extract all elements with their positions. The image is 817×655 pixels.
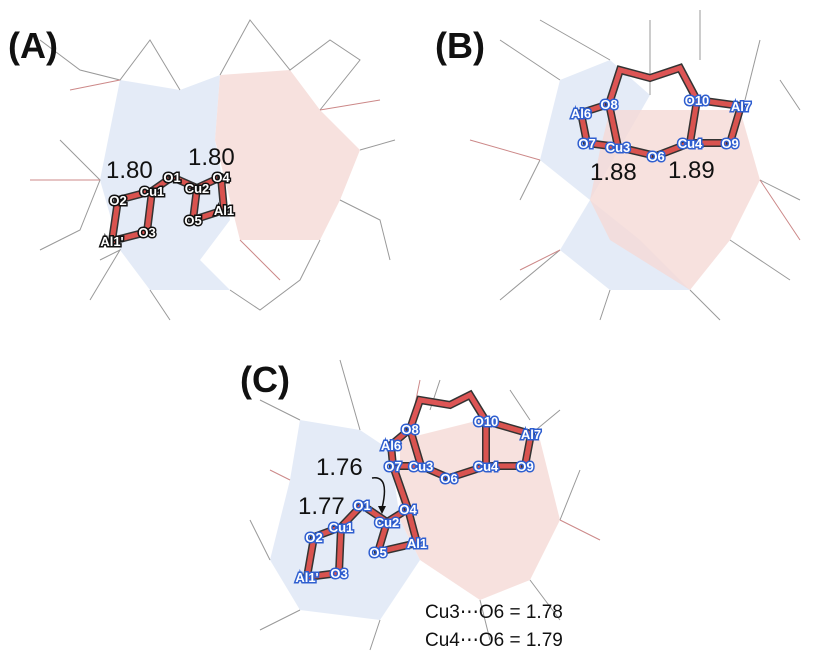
atom-label: O6 xyxy=(440,471,457,486)
atom-label: O2 xyxy=(305,530,322,545)
distance-label: 1.77 xyxy=(298,493,345,520)
atom-label: Cu1 xyxy=(329,520,354,535)
distance-label: 1.76 xyxy=(316,454,363,481)
atom-label: O6 xyxy=(647,149,664,164)
atom-label: Cu1 xyxy=(140,184,165,199)
panel-label: (A) xyxy=(8,25,58,66)
atom-label: O8 xyxy=(600,97,617,112)
note: Cu3⋯O6 = 1.78 xyxy=(425,602,563,623)
atom-label: O10 xyxy=(474,414,499,429)
figure: (A) (B) (C) 1.80 1.80 1.88 1.89 1.76 1.7… xyxy=(0,0,817,655)
atom-label: O4 xyxy=(212,170,230,185)
distance-label: 1.80 xyxy=(188,144,235,171)
panel-label: (B) xyxy=(435,25,485,66)
atom-label: O8 xyxy=(401,422,418,437)
atom-label: O9 xyxy=(516,459,533,474)
atom-label: O3 xyxy=(138,225,155,240)
atom-label: Al1' xyxy=(295,570,318,585)
atom-label: Al7 xyxy=(731,99,751,114)
atom-label: Al1 xyxy=(407,536,427,551)
note: Cu4⋯O6 = 1.79 xyxy=(425,630,563,651)
atom-label: O5 xyxy=(184,213,201,228)
atom-label: Cu4 xyxy=(678,136,703,151)
atom-label: O2 xyxy=(109,193,126,208)
atom-label: O9 xyxy=(721,136,738,151)
atom-label: Al1 xyxy=(214,203,234,218)
distance-label: 1.88 xyxy=(590,159,637,186)
atom-label: O4 xyxy=(399,502,417,517)
atom-label: Al6 xyxy=(571,106,591,121)
atom-label: Cu2 xyxy=(375,515,400,530)
distance-label: 1.80 xyxy=(106,157,153,184)
panel-label: (C) xyxy=(240,359,290,400)
atom-label: Cu3 xyxy=(606,140,631,155)
atom-label: O7 xyxy=(384,459,401,474)
atom-label: Al7 xyxy=(521,427,541,442)
atom-label: O10 xyxy=(685,93,710,108)
atom-label: O5 xyxy=(369,545,386,560)
atom-label: O3 xyxy=(330,566,347,581)
distance-label: 1.89 xyxy=(668,157,715,184)
atom-label: O1 xyxy=(353,498,370,513)
atom-label: Al1' xyxy=(100,234,123,249)
atom-label: Cu2 xyxy=(185,181,210,196)
atom-label: Cu3 xyxy=(409,459,434,474)
atom-label: O1 xyxy=(163,170,180,185)
atom-label: Al6 xyxy=(381,438,401,453)
atom-label: O7 xyxy=(578,136,595,151)
atom-label: Cu4 xyxy=(474,459,499,474)
